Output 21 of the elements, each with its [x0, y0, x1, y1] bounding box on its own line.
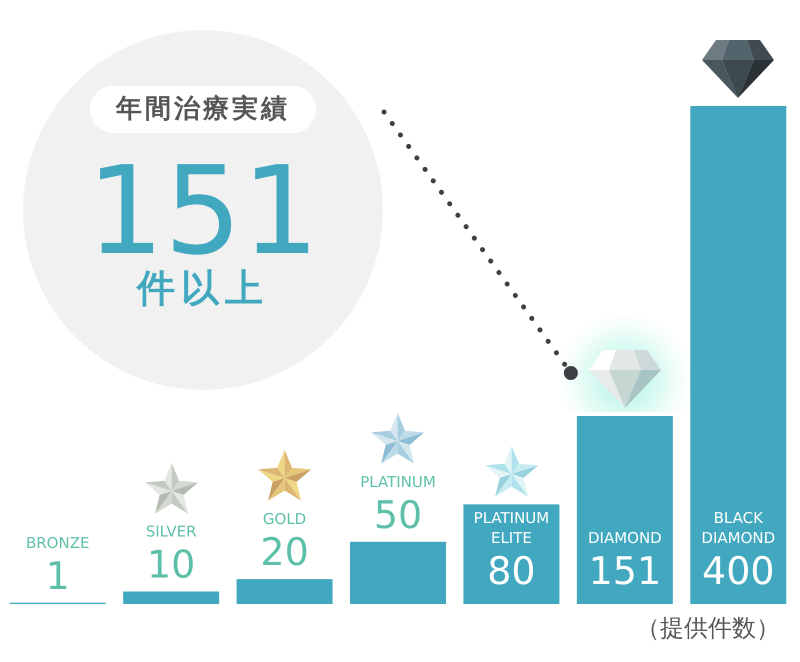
data-label: 50 — [374, 492, 422, 537]
data-label: 151 — [588, 549, 662, 593]
x-tick-label: SILVER — [146, 522, 197, 541]
data-label: 1 — [46, 554, 70, 598]
bar — [236, 579, 333, 604]
data-label: 80 — [487, 549, 536, 593]
x-tick-label: BRONZE — [26, 534, 90, 552]
bar — [576, 416, 673, 604]
data-label: 20 — [260, 530, 309, 574]
x-tick-label: PLATINUM ELITE — [474, 509, 550, 547]
x-tick-label: PLATINUM — [360, 472, 436, 491]
x-tick-label: BLACK DIAMOND — [701, 509, 776, 547]
data-label: 400 — [702, 549, 775, 593]
annotation: 年間治療実績 — [90, 86, 316, 134]
bar — [690, 106, 786, 604]
data-label: 10 — [146, 542, 196, 587]
bar — [123, 592, 220, 604]
text: （提供件数） — [636, 614, 780, 643]
bar — [350, 542, 446, 604]
x-tick-label: DIAMOND — [588, 529, 662, 547]
x-tick-label: GOLD — [262, 510, 306, 528]
